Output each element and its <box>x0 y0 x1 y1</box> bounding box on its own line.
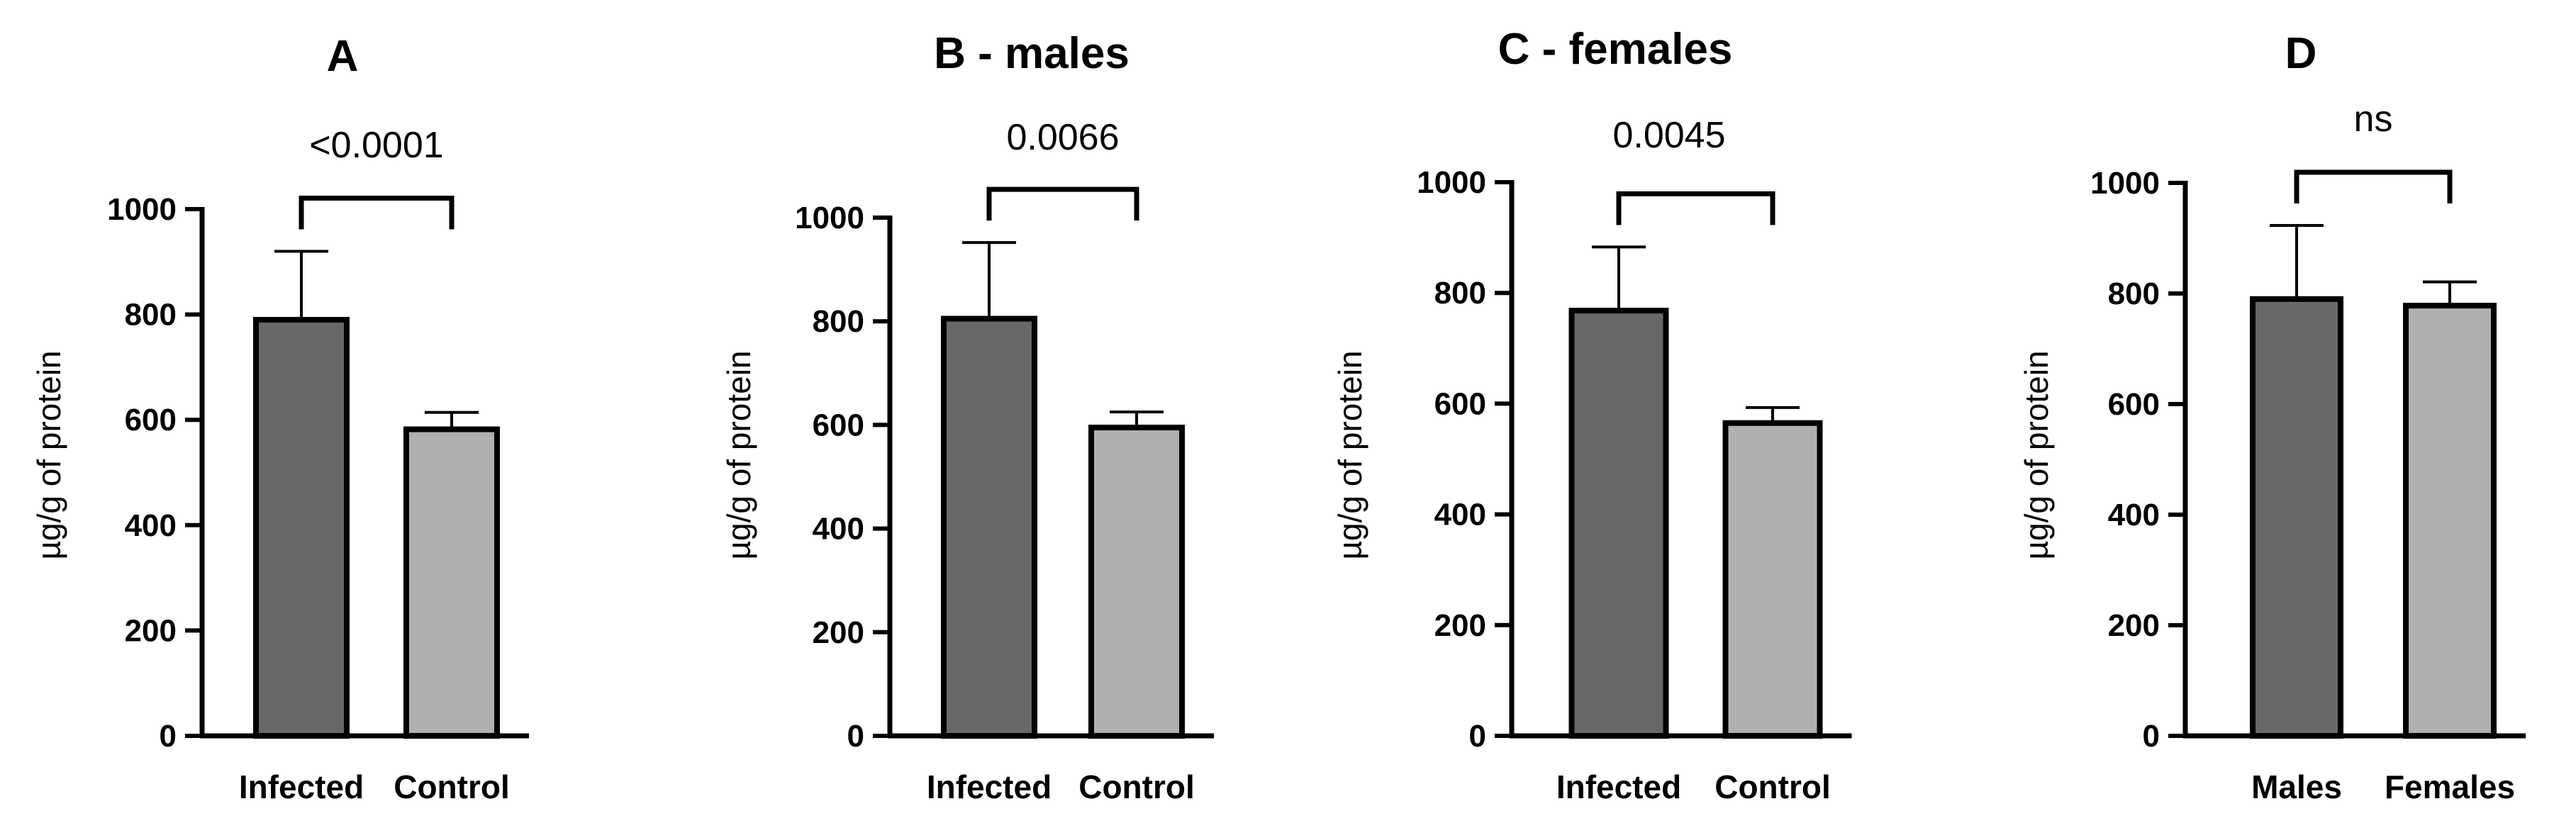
panel-d-category-label: Females <box>2385 768 2515 805</box>
panel-b-category-label: Infected <box>927 768 1052 805</box>
panel-a-bar <box>253 317 350 739</box>
panel-a-ytick-label: 800 <box>125 298 177 332</box>
panel-b-ytick-label: 800 <box>813 304 864 339</box>
panel-d: D µg/g of protein ns 0 200 400 600 800 1000 Ma… <box>2018 29 2526 805</box>
panel-d-ytick-label: 400 <box>2108 498 2160 532</box>
panel-c-bar <box>1722 420 1823 739</box>
panel-a-plot: 0 200 400 600 800 1000 Infected Control <box>107 192 529 805</box>
panel-a-ytick-label: 600 <box>125 403 177 437</box>
panel-a-ytick-label: 0 <box>160 719 177 754</box>
panel-d-bar <box>2250 296 2343 739</box>
panel-c-category-label: Control <box>1714 768 1831 805</box>
panel-c: C - females µg/g of protein 0.0045 0 200 4… <box>1332 25 1852 805</box>
panel-d-ytick-label: 800 <box>2108 276 2160 311</box>
panel-c-title: C - females <box>1498 25 1733 74</box>
panel-c-ytick-label: 600 <box>1434 386 1486 421</box>
panel-b-bar <box>1088 425 1185 739</box>
panel-d-title: D <box>2285 29 2317 78</box>
panel-c-category-label: Infected <box>1556 768 1681 805</box>
panel-b-plot: 0 200 400 600 800 1000 Infected Control <box>795 186 1214 805</box>
panel-a-ylabel: µg/g of protein <box>30 350 67 559</box>
panel-a-title: A <box>327 32 359 81</box>
panel-b-ytick-label: 1000 <box>795 201 864 235</box>
panel-c-significance-bracket <box>1616 191 1775 225</box>
panel-b-ytick-label: 400 <box>813 512 864 547</box>
panel-a-bar <box>403 426 500 739</box>
panel-c-ytick-label: 200 <box>1434 608 1486 643</box>
panel-c-ytick-label: 0 <box>1469 719 1486 754</box>
panel-d-ylabel: µg/g of protein <box>2018 350 2055 559</box>
panel-d-ytick-label: 200 <box>2108 608 2160 643</box>
panel-b-ytick-label: 200 <box>813 615 864 650</box>
panel-b-category-label: Control <box>1078 768 1195 805</box>
panel-c-ytick-label: 1000 <box>1417 165 1486 200</box>
panel-a-significance: <0.0001 <box>309 125 443 166</box>
panel-a-significance-bracket <box>299 195 455 230</box>
panel-a-ytick-label: 400 <box>125 508 177 543</box>
panel-d-ytick-label: 1000 <box>2090 166 2160 201</box>
panel-d-ytick-label: 600 <box>2108 387 2160 422</box>
panel-a-ytick-label: 1000 <box>107 192 177 227</box>
panel-d-ytick-label: 0 <box>2143 719 2160 754</box>
panel-b-title: B - males <box>934 29 1130 78</box>
panel-a-category-label: Infected <box>239 768 364 805</box>
panel-b-ylabel: µg/g of protein <box>720 350 757 559</box>
panel-c-plot: 0 200 400 600 800 1000 Infected Control <box>1417 165 1852 805</box>
panel-d-plot: 0 200 400 600 800 1000 Males Females <box>2090 166 2526 805</box>
panel-c-bar <box>1568 308 1669 739</box>
panel-b-significance-bracket <box>986 186 1139 221</box>
panel-a: A µg/g of protein <0.0001 0 200 400 600 800 1… <box>30 32 529 805</box>
panel-d-bar <box>2403 303 2497 739</box>
panel-b: B - males µg/g of protein 0.0066 0 200 400… <box>720 29 1214 805</box>
panel-d-significance: ns <box>2354 99 2393 140</box>
panel-b-ytick-label: 0 <box>847 719 864 754</box>
panel-c-ytick-label: 400 <box>1434 498 1486 532</box>
panel-c-ylabel: µg/g of protein <box>1332 350 1368 559</box>
panel-d-significance-bracket <box>2294 169 2453 204</box>
panel-d-category-label: Males <box>2251 768 2342 805</box>
panel-b-bar <box>941 315 1037 739</box>
panel-b-significance: 0.0066 <box>1006 117 1119 158</box>
panel-a-ytick-label: 200 <box>125 613 177 648</box>
panel-a-category-label: Control <box>394 768 510 805</box>
panel-c-significance: 0.0045 <box>1612 115 1725 156</box>
panel-b-ytick-label: 600 <box>813 408 864 442</box>
panel-c-ytick-label: 800 <box>1434 276 1486 310</box>
